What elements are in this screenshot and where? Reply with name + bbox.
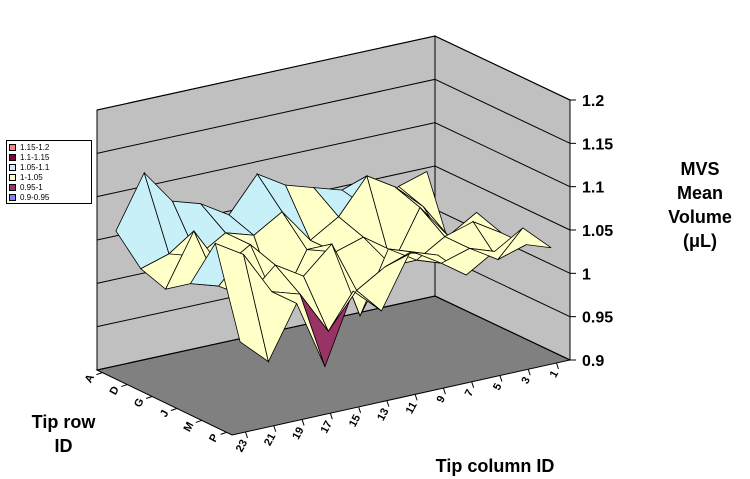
z-axis-title-line: Mean	[676, 183, 723, 203]
legend-item: 1.1-1.15	[9, 152, 89, 162]
column-tick-mark	[499, 375, 503, 382]
legend-label: 0.9-0.95	[20, 192, 50, 202]
row-tick-mark	[96, 372, 103, 376]
column-tick-label: 5	[491, 381, 504, 392]
column-tick-mark	[527, 369, 531, 376]
column-tick-mark	[273, 425, 277, 432]
row-tick-mark	[121, 384, 128, 388]
z-axis-title-line: MVS	[680, 159, 720, 179]
z-tick-label: 1.1	[582, 180, 604, 197]
row-tick-mark	[145, 396, 153, 399]
column-tick-label: 13	[375, 406, 391, 422]
column-tick-label: 9	[435, 394, 448, 405]
legend-label: 1.05-1.1	[20, 162, 50, 172]
column-tick-label: 17	[319, 419, 335, 435]
legend-swatch	[9, 173, 16, 181]
column-tick-mark	[471, 381, 475, 388]
column-tick-mark	[556, 362, 559, 370]
legend-item: 0.95-1	[9, 182, 89, 192]
column-tick-label: 19	[290, 425, 306, 441]
column-tick-mark	[329, 413, 333, 420]
column-axis-title: Tip column ID	[435, 456, 555, 476]
legend: 1.15-1.2 1.1-1.15 1.05-1.1 1-1.05 0.95-1 0.9-…	[6, 140, 92, 204]
legend-label: 0.95-1	[20, 182, 43, 192]
column-tick-label: 3	[519, 375, 532, 386]
row-axis-title: Tip row ID	[16, 410, 111, 458]
z-gridline	[96, 78, 571, 154]
column-tick-label: 11	[404, 400, 420, 416]
legend-swatch	[9, 163, 16, 171]
column-tick-label: 21	[262, 432, 278, 448]
legend-item: 1.05-1.1	[9, 162, 89, 172]
z-tick-label: 0.95	[582, 310, 613, 327]
z-tick-label: 1	[582, 266, 591, 283]
z-axis-title: MVS Mean Volume (μL)	[655, 157, 745, 253]
row-tick-mark	[220, 431, 227, 435]
column-tick-label: 1	[548, 369, 561, 380]
row-tick-label: A	[83, 372, 97, 385]
z-gridline	[96, 122, 571, 198]
legend-item: 0.9-0.95	[9, 192, 89, 202]
column-tick-label: 23	[234, 438, 250, 454]
row-tick-label: M	[182, 420, 197, 434]
column-tick-mark	[442, 387, 446, 395]
column-tick-mark	[386, 400, 390, 407]
column-tick-mark	[245, 431, 248, 439]
z-gridline	[96, 295, 571, 371]
legend-label: 1.15-1.2	[20, 142, 50, 152]
z-tick-label: 0.9	[582, 353, 604, 370]
legend-item: 1.15-1.2	[9, 142, 89, 152]
column-tick-mark	[358, 406, 362, 414]
z-axis-title-line: (μL)	[683, 231, 717, 251]
row-axis-title-line: ID	[54, 436, 73, 456]
row-tick-label: G	[132, 396, 147, 409]
surface-cell	[497, 227, 552, 260]
z-tick-label: 1.05	[582, 223, 613, 240]
legend-swatch	[9, 193, 16, 201]
legend-swatch	[9, 143, 16, 151]
z-tick-label: 1.2	[582, 93, 604, 110]
row-tick-label: J	[158, 408, 171, 419]
legend-label: 1.1-1.15	[20, 152, 50, 162]
column-tick-label: 7	[463, 388, 476, 399]
row-tick-label: P	[207, 432, 221, 444]
row-axis-title-line: Tip row	[31, 412, 96, 432]
column-tick-label: 15	[347, 413, 363, 429]
row-tick-mark	[170, 408, 178, 411]
legend-swatch	[9, 183, 16, 191]
row-tick-mark	[195, 419, 202, 423]
column-tick-mark	[414, 394, 418, 401]
z-tick-label: 1.15	[582, 136, 613, 153]
z-axis-title-line: Volume	[668, 207, 732, 227]
legend-label: 1-1.05	[20, 172, 43, 182]
column-tick-mark	[301, 419, 305, 426]
surface-mesh	[115, 170, 552, 368]
z-gridline	[96, 35, 571, 111]
legend-swatch	[9, 153, 16, 161]
row-tick-label: D	[108, 384, 122, 397]
legend-item: 1-1.05	[9, 172, 89, 182]
